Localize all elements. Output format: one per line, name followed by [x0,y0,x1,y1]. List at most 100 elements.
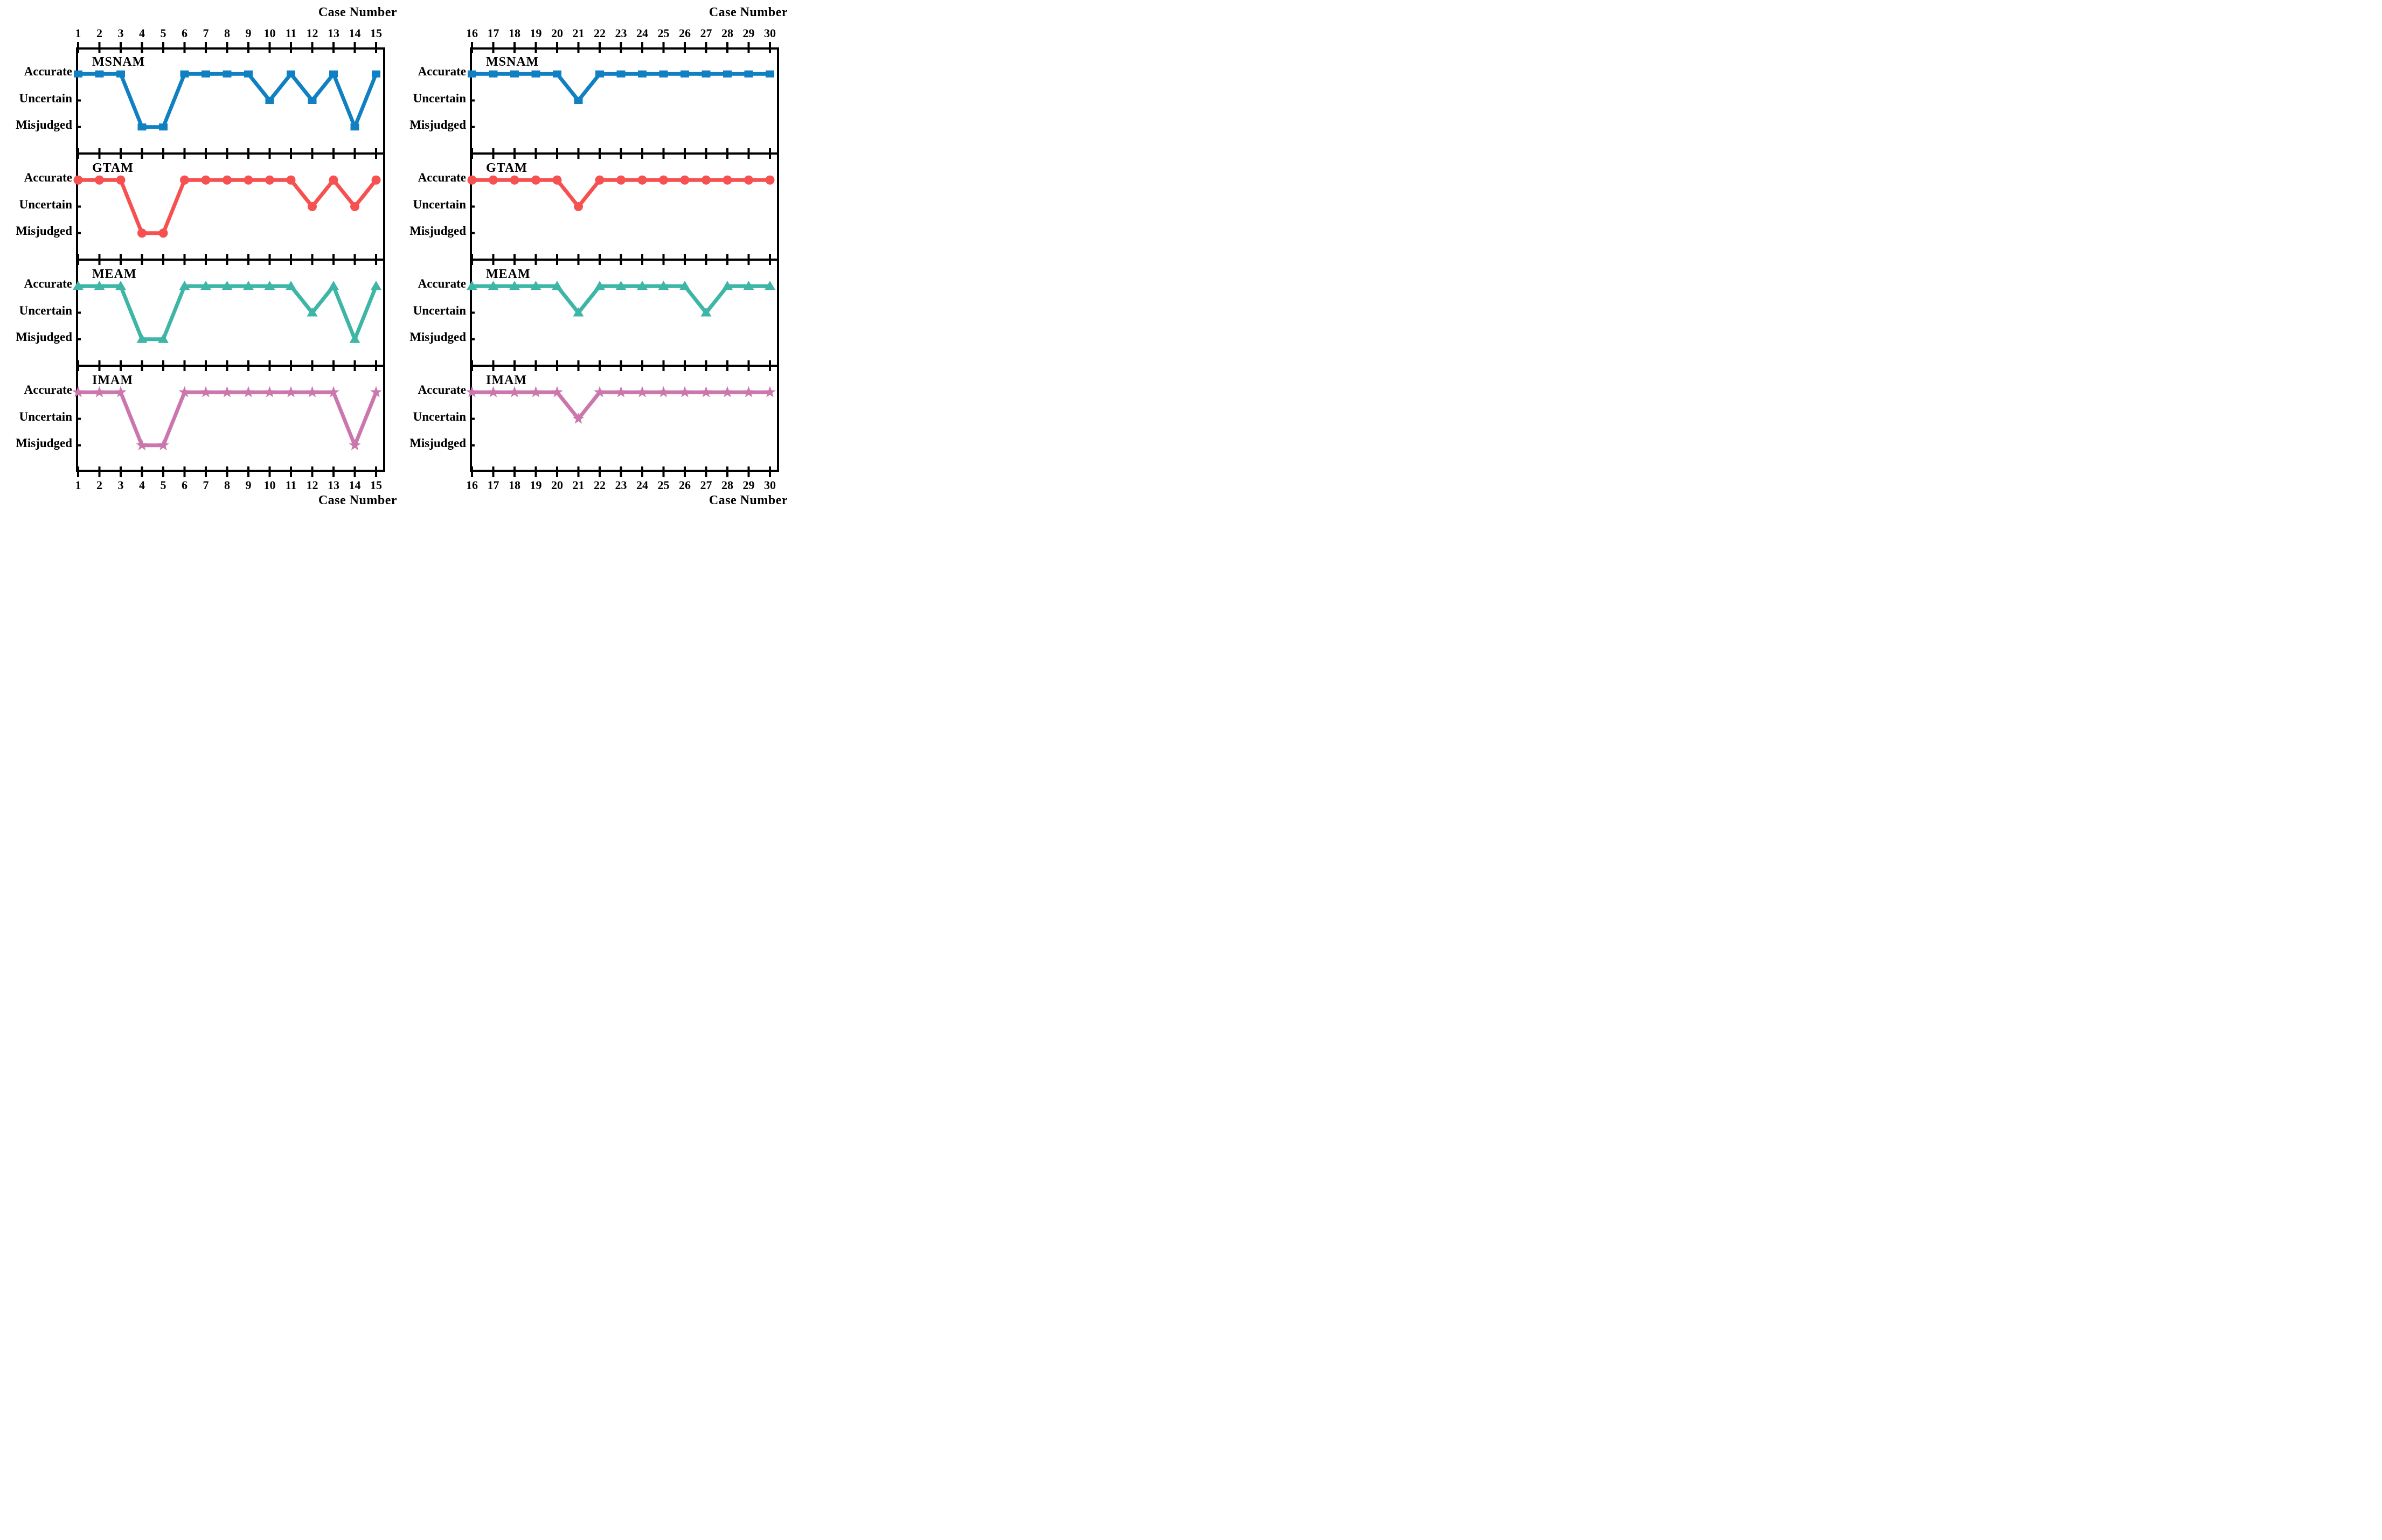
x-tick-label-bottom: 4 [139,478,145,492]
x-tick-label-top: 16 [466,26,478,40]
marker-square [265,97,274,104]
plot-border [76,47,385,472]
x-tick-label-bottom: 30 [764,478,776,492]
x-tick-label-top: 20 [551,26,563,40]
x-tick-label-top: 2 [96,26,102,40]
x-tick-label-bottom: 9 [245,478,252,492]
marker-square [329,70,338,78]
marker-star [466,386,478,398]
marker-square [372,70,380,78]
marker-circle [744,175,753,185]
marker-star [487,386,499,398]
marker-circle [489,175,498,185]
x-tick-label-top: 19 [530,26,542,40]
series-MEAM [73,281,381,343]
series-IMAM [466,386,776,424]
x-tick-label-bottom: 6 [182,478,187,492]
marker-circle [350,202,359,211]
x-tick-label-bottom: 19 [530,478,542,492]
marker-square [244,70,253,78]
x-tick-label-bottom: 11 [285,478,297,492]
x-tick-label-top: 28 [721,26,733,40]
y-tick-label: Accurate [24,277,72,291]
series-GTAM [73,175,381,238]
marker-star [242,386,254,398]
marker-star [157,439,169,451]
x-tick-label-bottom: 17 [487,478,499,492]
plot-area-left [72,42,385,477]
marker-circle [531,175,540,185]
y-tick-label: Misjudged [409,224,466,238]
x-tick-label-bottom: 27 [700,478,712,492]
marker-star [93,386,106,398]
x-tick-label-top: 10 [263,26,276,40]
marker-triangle [115,281,126,290]
x-tick-label-top: 6 [182,26,187,40]
marker-circle [265,175,274,185]
marker-circle [616,175,626,185]
x-axis-title-bottom-left: Case Number [318,493,397,507]
marker-triangle [488,281,499,290]
marker-circle [73,175,83,185]
marker-triangle [94,281,105,290]
x-tick-label-top: 9 [245,26,252,40]
marker-star [679,386,691,398]
x-tick-label-top: 29 [742,26,755,40]
marker-star [657,386,670,398]
x-tick-label-top: 13 [328,26,339,40]
marker-star [285,386,297,398]
marker-circle [680,175,690,185]
marker-circle [308,202,317,211]
x-axis-title-bottom-right: Case Number [709,493,788,507]
x-tick-label-bottom: 16 [466,478,478,492]
marker-star [72,386,84,398]
marker-triangle [722,281,733,290]
marker-star [721,386,733,398]
marker-circle [371,175,381,185]
x-axis-title-top-left: Case Number [318,5,397,19]
marker-triangle [221,281,233,290]
marker-triangle [349,333,360,343]
x-tick-label-top: 11 [285,26,297,40]
marker-circle [116,175,126,185]
marker-triangle [743,281,754,290]
marker-circle [765,175,775,185]
marker-star [200,386,212,398]
x-tick-label-top: 22 [594,26,606,40]
marker-triangle [552,281,562,290]
x-tick-label-top: 14 [349,26,361,40]
marker-square [680,70,689,78]
marker-circle [723,175,732,185]
marker-circle [702,175,711,185]
x-tick-label-bottom: 13 [328,478,339,492]
x-tick-label-bottom: 2 [96,478,102,492]
x-tick-label-bottom: 3 [117,478,124,492]
series-MEAM-line [76,284,378,342]
marker-star [764,386,776,398]
y-tick-label: Uncertain [413,91,466,105]
marker-triangle [73,281,84,290]
marker-star [509,386,520,398]
marker-star [221,386,233,398]
series-label-MEAM: MEAM [486,267,531,281]
series-label-GTAM: GTAM [92,161,134,175]
marker-triangle [700,307,712,317]
marker-circle [180,175,189,185]
x-tick-label-top: 25 [657,26,670,40]
series-label-MSNAM: MSNAM [486,55,539,69]
series-MEAM-line [470,284,772,315]
marker-square [638,70,647,78]
marker-circle [595,175,605,185]
y-tick-label: Accurate [418,277,466,291]
marker-triangle [594,281,605,290]
marker-star [636,386,648,398]
marker-square [574,97,583,104]
x-tick-label-bottom: 25 [657,478,670,492]
marker-star [594,386,606,398]
series-label-IMAM: IMAM [486,373,527,387]
x-tick-label-top: 18 [509,26,520,40]
y-tick-label: Accurate [24,65,72,79]
marker-square [223,70,232,78]
marker-square [308,97,317,104]
y-tick-label: Misjudged [16,330,72,344]
